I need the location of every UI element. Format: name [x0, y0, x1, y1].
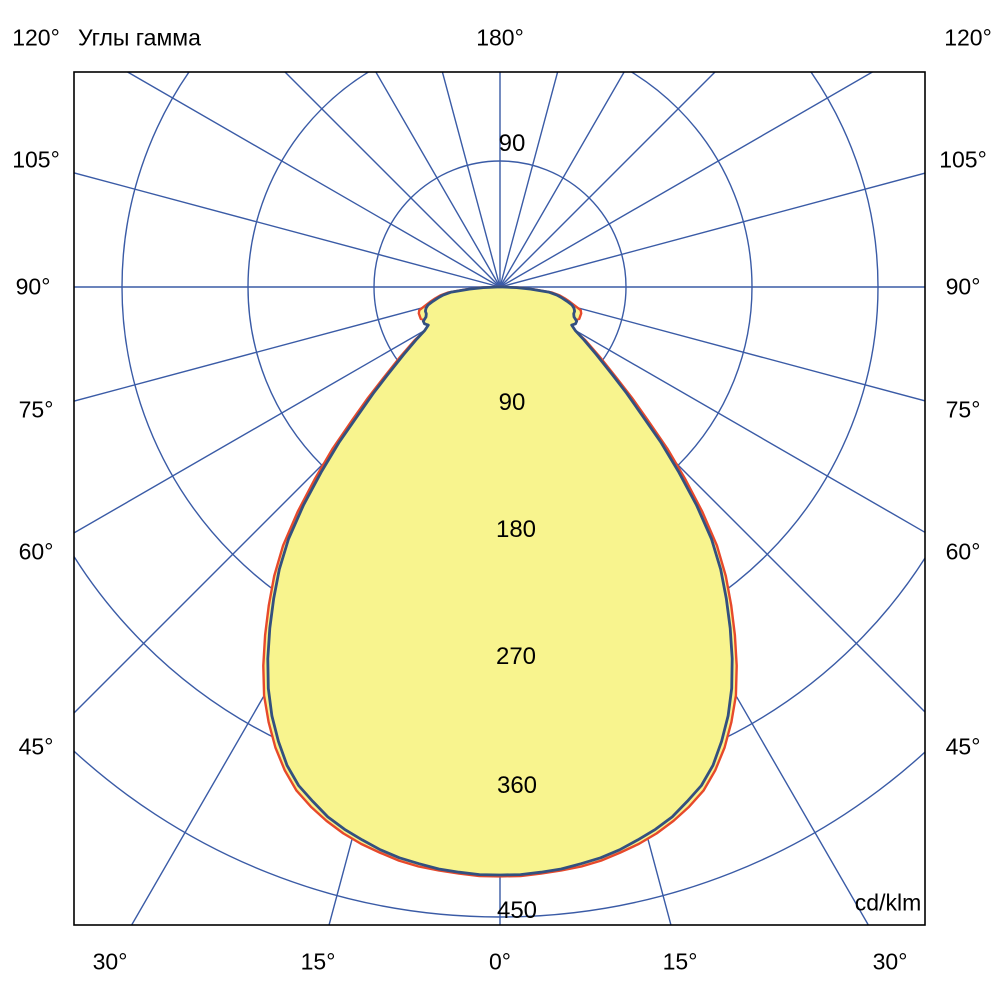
gamma-label-right-75: 75° [945, 396, 981, 423]
gamma-label-bottom-15-right: 15° [662, 948, 698, 975]
gamma-label-right-105: 105° [939, 146, 987, 173]
gamma-label-left-120: 120° [12, 24, 60, 51]
polar-grid-ray-120 [499, 72, 874, 288]
gamma-label-left-90: 90° [15, 273, 51, 300]
radial-tick-450: 450 [496, 897, 538, 924]
polar-grid-ray-225 [284, 72, 501, 288]
polar-grid-ray-195 [441, 72, 501, 288]
gamma-label-bottom-15-left: 15° [300, 948, 336, 975]
gamma-label-left-75: 75° [18, 396, 54, 423]
radial-tick-90-lower: 90 [498, 389, 526, 416]
unit-label: cd/klm [854, 889, 922, 916]
radial-tick-270: 270 [495, 643, 537, 670]
gamma-label-bottom-30-right: 30° [872, 948, 908, 975]
gamma-label-left-60: 60° [18, 538, 54, 565]
intensity-curve-blue-curve [266, 285, 734, 877]
gamma-label-right-45: 45° [945, 733, 981, 760]
polar-grid-ray-210 [375, 72, 501, 288]
gamma-label-bottom-30-left: 30° [92, 948, 128, 975]
gamma-label-right-120: 120° [944, 24, 992, 51]
gamma-label-right-60: 60° [945, 538, 981, 565]
polar-grid-ray-60 [499, 286, 925, 534]
polar-grid-ray-165 [499, 72, 559, 288]
gamma-label-bottom-0: 0° [489, 948, 511, 975]
polar-grid-ray-285 [74, 286, 501, 402]
polar-grid-ray-105 [499, 172, 925, 288]
polar-grid-ray-75 [499, 286, 925, 402]
radial-tick-90-upper: 90 [498, 130, 526, 157]
gamma-label-left-45: 45° [18, 733, 54, 760]
gamma-label-right-90: 90° [945, 273, 981, 300]
polar-grid-ray-135 [499, 72, 716, 288]
polar-grid-ray-300 [74, 286, 501, 534]
plot-frame [73, 71, 926, 926]
polar-grid-ray-240 [126, 72, 501, 288]
gamma-label-top-180: 180° [476, 24, 524, 51]
polar-grid-ray-255 [74, 172, 501, 288]
chart-title: Углы гамма [78, 24, 201, 51]
polar-grid-ray-150 [499, 72, 625, 288]
radial-tick-360: 360 [496, 772, 538, 799]
gamma-label-left-105: 105° [12, 146, 60, 173]
radial-tick-180: 180 [495, 516, 537, 543]
